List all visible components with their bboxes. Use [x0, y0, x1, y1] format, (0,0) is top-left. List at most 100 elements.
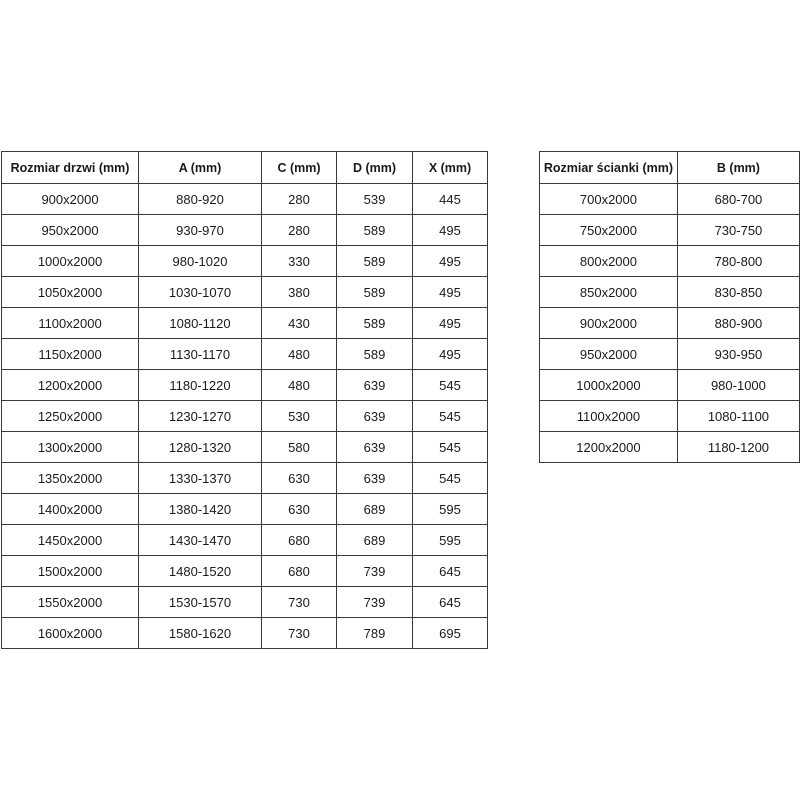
table-cell: 630: [261, 493, 337, 525]
table-row: 850x2000 830-850: [539, 276, 800, 308]
table-cell: 800x2000: [539, 245, 678, 277]
table-cell: 1230-1270: [138, 400, 262, 432]
table-row: 700x2000 680-700: [539, 183, 800, 215]
table-cell: 1400x2000: [1, 493, 139, 525]
table-cell: 330: [261, 245, 337, 277]
table-cell: 830-850: [676, 276, 800, 308]
column-header: D (mm): [336, 151, 413, 184]
table-row: 1300x2000 1280-1320 580 639 545: [1, 431, 488, 463]
table-row: 1150x2000 1130-1170 480 589 495: [1, 338, 488, 370]
table-row: 950x2000 930-970 280 589 495: [1, 214, 488, 246]
table-cell: 880-900: [676, 307, 800, 339]
table-row: 1000x2000 980-1020 330 589 495: [1, 245, 488, 277]
table-cell: 1080-1100: [676, 400, 800, 432]
table-cell: 595: [412, 493, 488, 525]
table-cell: 750x2000: [539, 214, 678, 246]
table-cell: 950x2000: [1, 214, 139, 246]
table-cell: 589: [336, 276, 413, 308]
wall-size-table: Rozmiar ścianki (mm) B (mm) 700x2000 680-70…: [539, 151, 800, 463]
table-cell: 980-1000: [676, 369, 800, 401]
table-row: 900x2000 880-900: [539, 307, 800, 339]
table-cell: 680: [261, 524, 337, 556]
table-row: 1100x2000 1080-1100: [539, 400, 800, 432]
column-header: C (mm): [261, 151, 337, 184]
table-row: 750x2000 730-750: [539, 214, 800, 246]
table-cell: 950x2000: [539, 338, 678, 370]
table-cell: 530: [261, 400, 337, 432]
table-cell: 1100x2000: [1, 307, 139, 339]
table-cell: 730: [261, 617, 337, 649]
table-row: 1550x2000 1530-1570 730 739 645: [1, 586, 488, 618]
table-cell: 1030-1070: [138, 276, 262, 308]
table-cell: 680-700: [676, 183, 800, 215]
table-cell: 730: [261, 586, 337, 618]
table-cell: 680: [261, 555, 337, 587]
table-cell: 480: [261, 338, 337, 370]
table-cell: 589: [336, 245, 413, 277]
table-cell: 645: [412, 555, 488, 587]
door-size-table: Rozmiar drzwi (mm) A (mm) C (mm) D (mm) X (m…: [1, 151, 488, 649]
table-cell: 495: [412, 338, 488, 370]
table-row: 1200x2000 1180-1200: [539, 431, 800, 463]
table-cell: 739: [336, 586, 413, 618]
table-cell: 1200x2000: [539, 431, 678, 463]
table-cell: 1500x2000: [1, 555, 139, 587]
table-cell: 1000x2000: [1, 245, 139, 277]
table-cell: 1150x2000: [1, 338, 139, 370]
table-cell: 1350x2000: [1, 462, 139, 494]
table-cell: 639: [336, 369, 413, 401]
header-row: Rozmiar drzwi (mm) A (mm) C (mm) D (mm) X (m…: [1, 151, 488, 184]
table-cell: 589: [336, 338, 413, 370]
table-cell: 580: [261, 431, 337, 463]
table-cell: 545: [412, 400, 488, 432]
table-cell: 639: [336, 400, 413, 432]
table-cell: 1430-1470: [138, 524, 262, 556]
table-row: 1400x2000 1380-1420 630 689 595: [1, 493, 488, 525]
header-row: Rozmiar ścianki (mm) B (mm): [539, 151, 800, 184]
table-cell: 495: [412, 245, 488, 277]
table-cell: 930-950: [676, 338, 800, 370]
table-cell: 900x2000: [539, 307, 678, 339]
table-cell: 695: [412, 617, 488, 649]
table-cell: 1530-1570: [138, 586, 262, 618]
table-cell: 280: [261, 183, 337, 215]
table-cell: 495: [412, 307, 488, 339]
table-cell: 545: [412, 431, 488, 463]
table-cell: 1300x2000: [1, 431, 139, 463]
table-row: 1100x2000 1080-1120 430 589 495: [1, 307, 488, 339]
table-cell: 789: [336, 617, 413, 649]
table-cell: 850x2000: [539, 276, 678, 308]
table-cell: 639: [336, 462, 413, 494]
table-cell: 1280-1320: [138, 431, 262, 463]
table-cell: 630: [261, 462, 337, 494]
table-cell: 700x2000: [539, 183, 678, 215]
table-cell: 1100x2000: [539, 400, 678, 432]
table-row: 1600x2000 1580-1620 730 789 695: [1, 617, 488, 649]
table-cell: 1130-1170: [138, 338, 262, 370]
table-cell: 495: [412, 276, 488, 308]
table-cell: 545: [412, 369, 488, 401]
table-cell: 539: [336, 183, 413, 215]
table-cell: 1450x2000: [1, 524, 139, 556]
table-cell: 1330-1370: [138, 462, 262, 494]
table-cell: 930-970: [138, 214, 262, 246]
table-cell: 595: [412, 524, 488, 556]
column-header: X (mm): [412, 151, 488, 184]
table-cell: 380: [261, 276, 337, 308]
table-cell: 589: [336, 307, 413, 339]
table-cell: 1600x2000: [1, 617, 139, 649]
table-cell: 900x2000: [1, 183, 139, 215]
table-cell: 280: [261, 214, 337, 246]
table-cell: 639: [336, 431, 413, 463]
table-cell: 980-1020: [138, 245, 262, 277]
table-cell: 739: [336, 555, 413, 587]
table-row: 1450x2000 1430-1470 680 689 595: [1, 524, 488, 556]
column-header: B (mm): [676, 151, 800, 184]
table-cell: 880-920: [138, 183, 262, 215]
table-cell: 1000x2000: [539, 369, 678, 401]
table-row: 950x2000 930-950: [539, 338, 800, 370]
table-row: 800x2000 780-800: [539, 245, 800, 277]
table-cell: 780-800: [676, 245, 800, 277]
column-header: Rozmiar drzwi (mm): [1, 151, 139, 184]
table-cell: 730-750: [676, 214, 800, 246]
